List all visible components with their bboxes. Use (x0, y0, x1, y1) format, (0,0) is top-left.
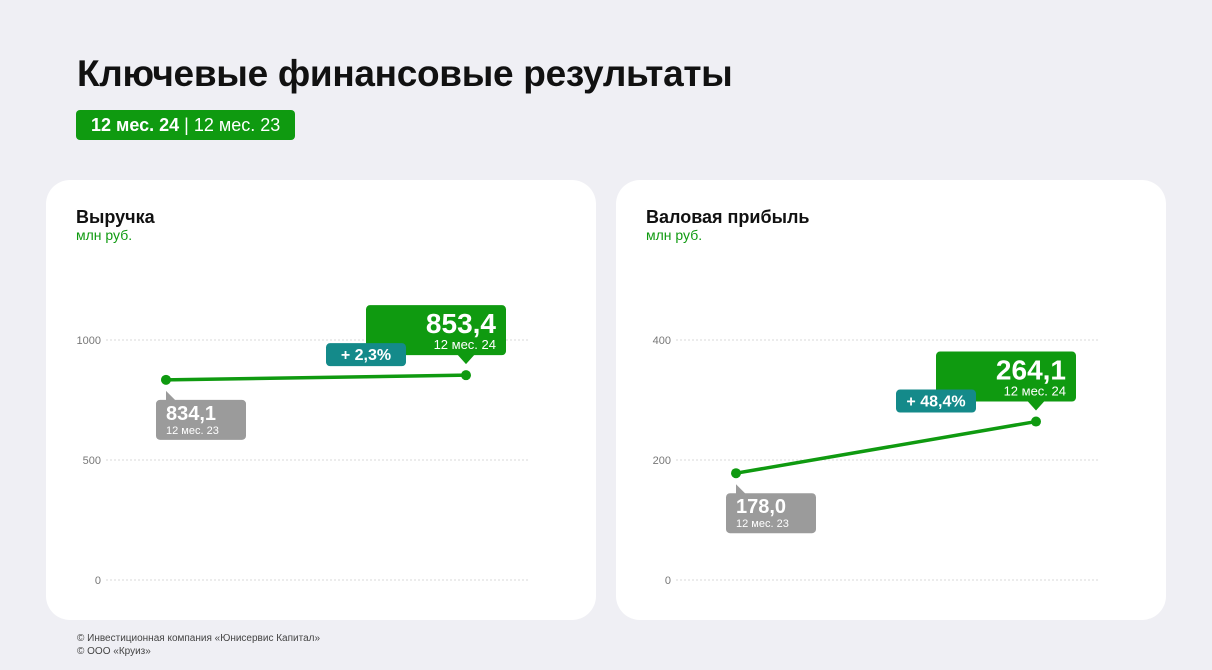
revenue-chart: 0 500 1000 834,112 мес. 23 853,412 мес. 24 + … (77, 305, 528, 587)
y-tick-label: 0 (95, 575, 101, 587)
gross-profit-chart: 0 200 400 178,012 мес. 23 264,112 мес. 24 + 4… (653, 335, 1098, 587)
y-tick-label: 200 (653, 455, 671, 467)
footer-copyright-1: © Инвестиционная компания «Юнисервис Кап… (77, 633, 321, 644)
data-point-previous (161, 374, 171, 385)
y-tick-label: 1000 (77, 335, 101, 347)
value-label-current: 853,4 (426, 308, 496, 339)
change-label: + 2,3% (341, 347, 391, 364)
gross-profit-chart-unit: млн руб. (646, 227, 703, 243)
data-point-previous (731, 468, 741, 479)
callout-pointer-current (1027, 400, 1045, 411)
period-separator: | (184, 114, 189, 135)
revenue-card: 0 500 1000 834,1 12 мес. 23 853,4 12 мес. 24 + … (46, 180, 596, 620)
y-tick-label: 0 (665, 575, 671, 587)
callout-previous (156, 399, 246, 440)
value-label-previous: 178,0 (736, 496, 786, 518)
period-previous: 12 мес. 23 (193, 114, 281, 135)
period-badge: 12 мес. 24 | 12 мес. 23 (76, 110, 296, 140)
callout-previous (726, 493, 816, 534)
value-label-previous: 834,1 (166, 403, 216, 425)
revenue-chart-title: Выручка (76, 207, 155, 227)
period-label-current: 12 мес. 24 (434, 337, 496, 352)
period-label-previous: 12 мес. 23 (736, 518, 789, 530)
y-tick-label: 500 (83, 455, 101, 467)
change-label: + 48,4% (906, 394, 965, 411)
callout-current (366, 305, 506, 356)
change-badge (326, 343, 406, 367)
callout-pointer-previous (166, 390, 176, 401)
change-badge (896, 389, 976, 413)
value-label-current: 264,1 (996, 355, 1066, 386)
y-tick-label: 400 (653, 335, 671, 347)
period-label-current: 12 мес. 24 (1004, 384, 1066, 399)
gross-profit-card: 0 200 400 178,0 12 мес. 23 264,1 12 мес. 24 + 4… (616, 180, 1166, 620)
data-point-current (461, 370, 471, 381)
series-line (734, 419, 1038, 475)
callout-pointer-current (457, 354, 475, 365)
callout-current (936, 351, 1076, 402)
series-line (164, 373, 468, 382)
gross-profit-chart-title: Валовая прибыль (646, 207, 810, 227)
callout-pointer-previous (736, 484, 746, 495)
data-point-current (1031, 416, 1041, 427)
period-current: 12 мес. 24 (91, 114, 180, 135)
revenue-chart-unit: млн руб. (76, 227, 133, 243)
page-title: Ключевые финансовые результаты (77, 53, 733, 94)
period-label-previous: 12 мес. 23 (166, 425, 219, 437)
footer-copyright-2: © ООО «Круиз» (77, 646, 151, 657)
